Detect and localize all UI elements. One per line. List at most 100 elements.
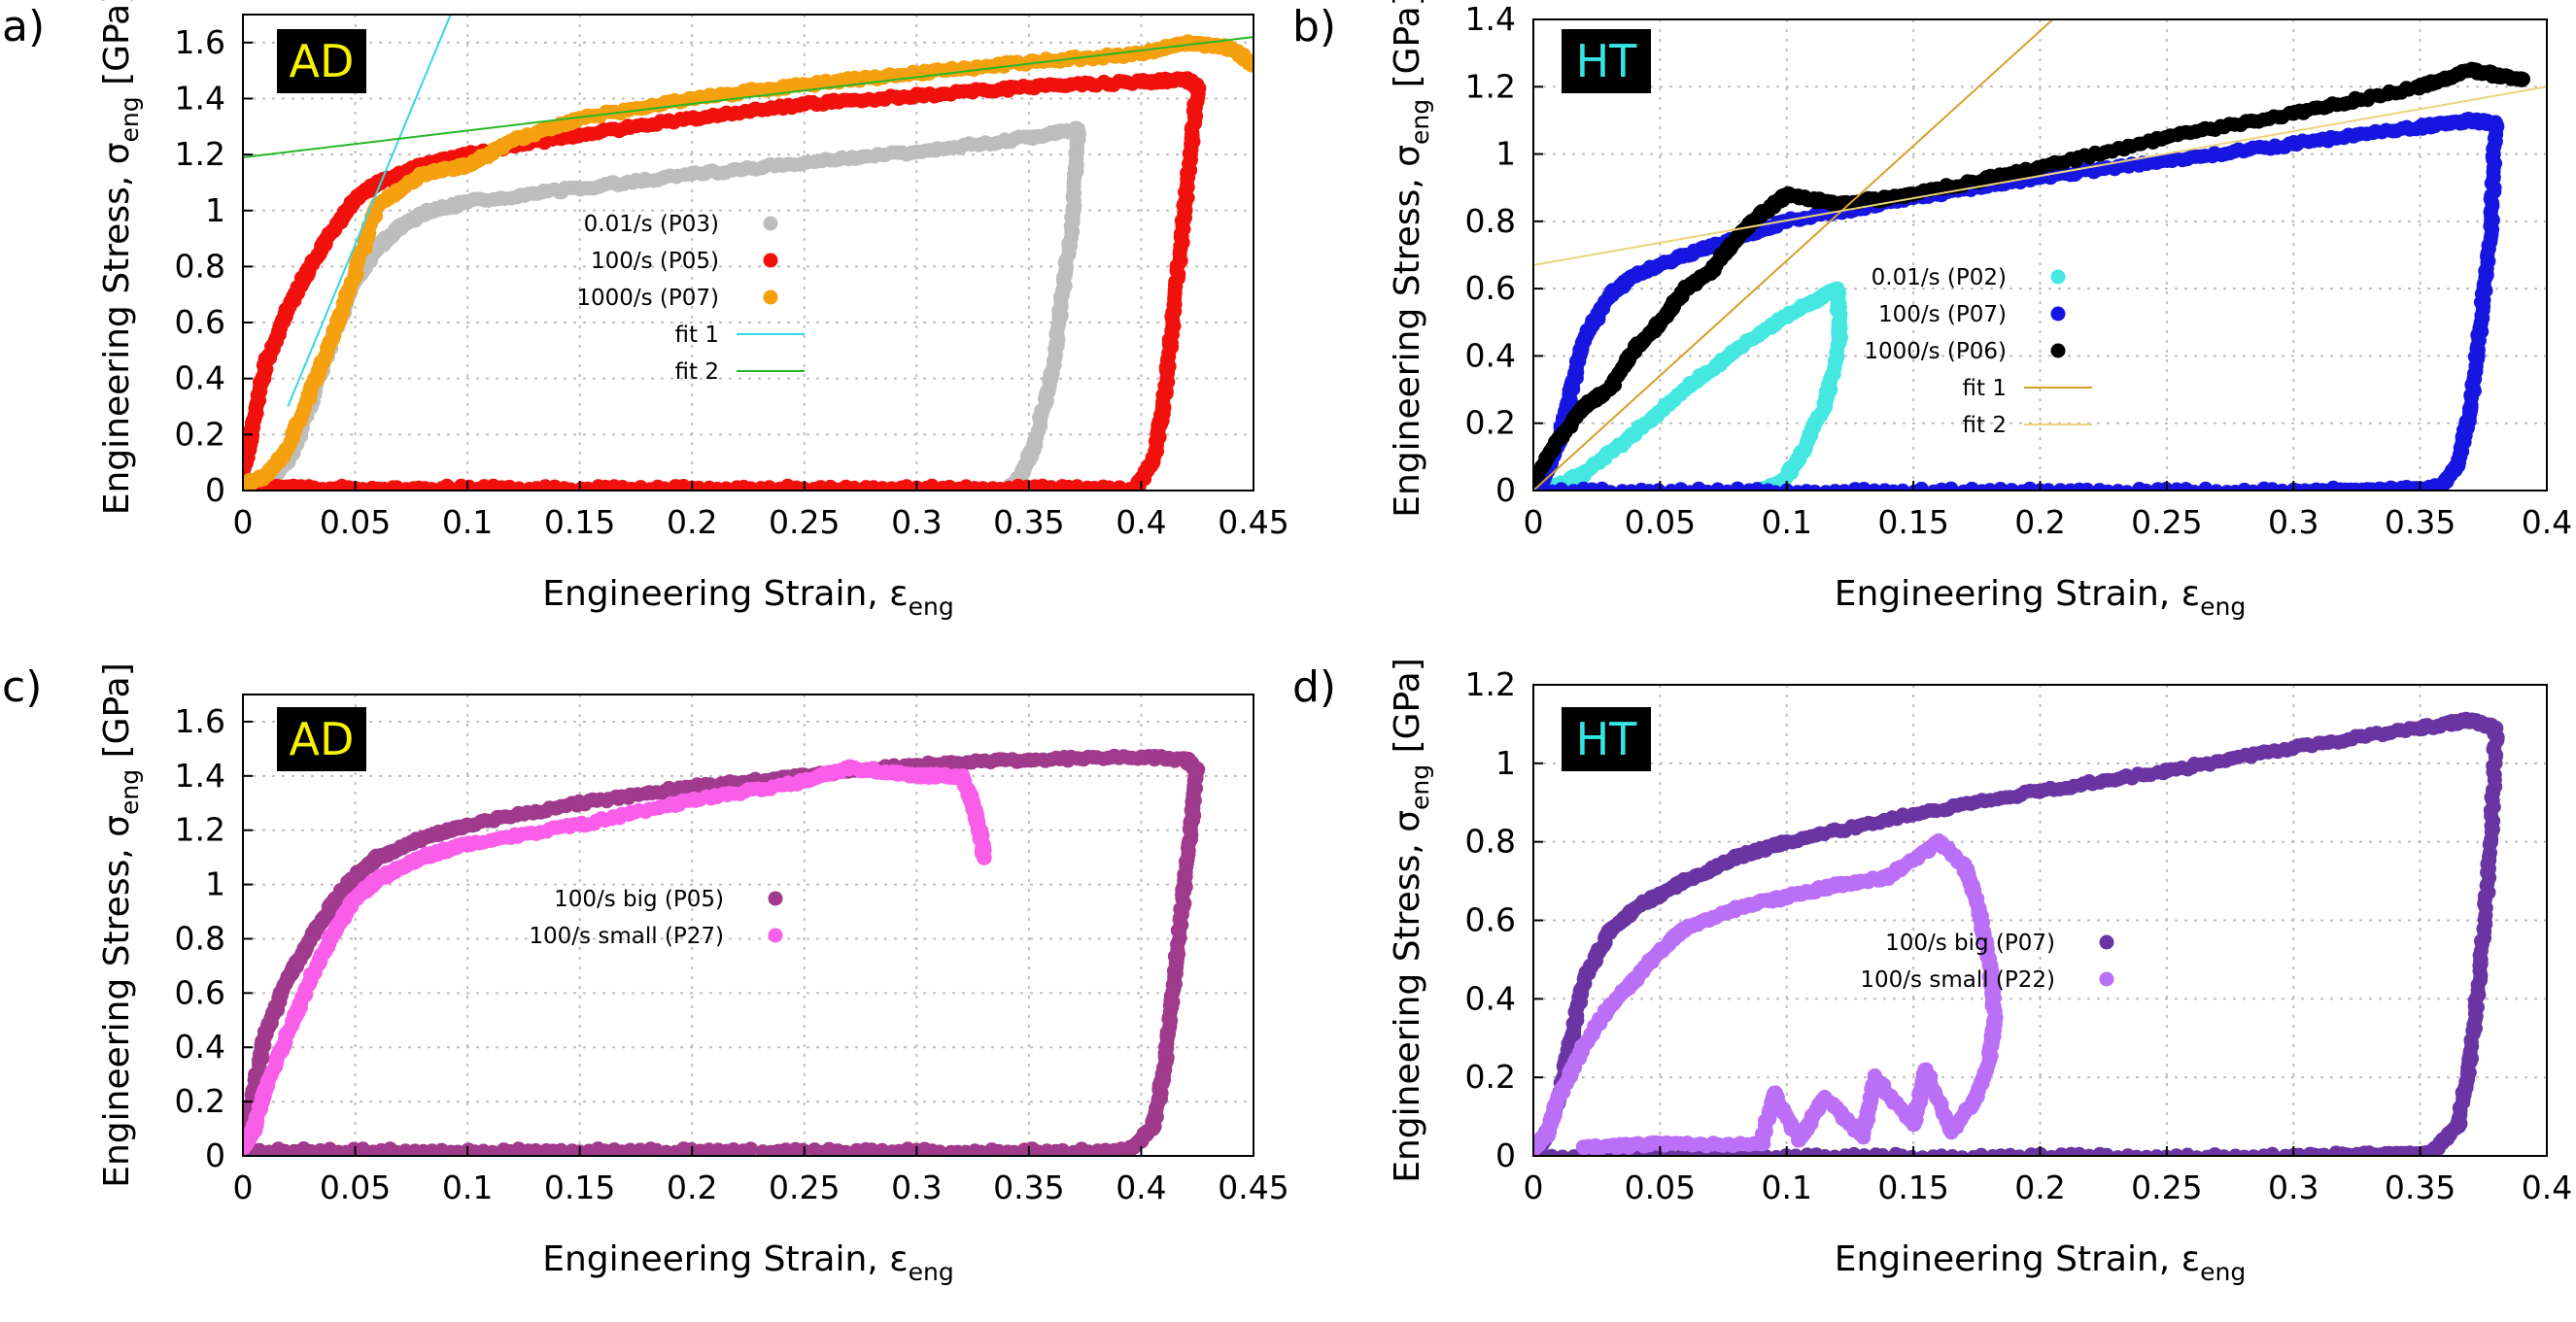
y-tick-label: 0.6 bbox=[175, 973, 225, 1011]
data-point bbox=[247, 413, 261, 427]
data-point bbox=[1703, 264, 1718, 279]
y-tick-label: 0.8 bbox=[1465, 202, 1516, 240]
data-point bbox=[2474, 315, 2489, 329]
y-tick-label: 1 bbox=[1495, 135, 1516, 173]
data-point bbox=[370, 872, 385, 887]
x-tick-label: 0.25 bbox=[769, 503, 840, 541]
y-tick-label: 0.6 bbox=[1465, 269, 1516, 307]
data-point bbox=[1577, 399, 1592, 414]
data-point bbox=[461, 158, 475, 173]
data-point bbox=[348, 192, 362, 207]
legend: 100/s big (P05)100/s small (P27) bbox=[529, 887, 782, 949]
x-tick-label: 0.3 bbox=[891, 1169, 942, 1206]
y-tick-label: 0.4 bbox=[175, 359, 225, 397]
data-point bbox=[303, 972, 318, 987]
y-tick-label: 0.4 bbox=[175, 1028, 225, 1066]
data-point bbox=[1134, 750, 1149, 764]
data-point bbox=[415, 831, 429, 846]
x-tick-label: 0 bbox=[233, 503, 254, 541]
data-point bbox=[1165, 316, 1180, 330]
y-axis-title: Engineering Stress, σeng [GPa] bbox=[97, 662, 144, 1188]
data-point bbox=[1729, 231, 1743, 246]
x-tick-label: 0.45 bbox=[1218, 503, 1288, 541]
data-point bbox=[572, 818, 587, 832]
data-point bbox=[1833, 332, 1847, 347]
data-point bbox=[281, 972, 295, 987]
x-tick-label: 0.05 bbox=[320, 503, 391, 541]
legend-label: 1000/s (P07) bbox=[576, 286, 719, 311]
data-point bbox=[415, 850, 429, 864]
y-tick-label: 0.2 bbox=[175, 1082, 225, 1120]
data-point bbox=[1071, 122, 1085, 137]
data-point bbox=[572, 127, 587, 142]
data-point bbox=[1653, 315, 1667, 329]
y-tick-label: 0 bbox=[1495, 471, 1516, 509]
data-point bbox=[348, 265, 362, 280]
y-tick-label: 1.2 bbox=[1465, 67, 1516, 105]
y-tick-label: 1.2 bbox=[175, 135, 225, 173]
data-point bbox=[303, 386, 318, 400]
data-point bbox=[461, 195, 475, 210]
x-axis-title: Engineering Strain, εeng bbox=[542, 1239, 954, 1286]
data-point bbox=[1792, 450, 1806, 464]
legend-marker bbox=[2051, 344, 2066, 358]
y-axis-title: Engineering Stress, σeng [GPa] bbox=[97, 0, 144, 515]
plot-area bbox=[234, 15, 1262, 500]
panel-label: c) bbox=[2, 662, 42, 712]
x-tick-label: 0.25 bbox=[769, 1169, 840, 1206]
x-tick-label: 0.4 bbox=[1116, 1169, 1166, 1206]
data-point bbox=[2286, 137, 2301, 152]
x-tick-label: 0.2 bbox=[667, 503, 717, 541]
data-point bbox=[461, 836, 475, 851]
data-point bbox=[910, 768, 924, 783]
x-tick-label: 0.45 bbox=[1218, 1169, 1288, 1206]
legend-label: 0.01/s (P02) bbox=[1872, 265, 2007, 290]
data-point bbox=[2286, 107, 2301, 121]
y-tick-label: 0.2 bbox=[1465, 404, 1516, 442]
x-tick-label: 0.15 bbox=[544, 503, 615, 541]
legend-marker bbox=[2051, 307, 2066, 322]
legend-label: 100/s big (P05) bbox=[554, 887, 724, 912]
data-point bbox=[348, 869, 362, 884]
data-point bbox=[1021, 753, 1036, 767]
data-point bbox=[1956, 485, 1971, 499]
data-point bbox=[685, 167, 700, 182]
legend-label: fit 1 bbox=[675, 322, 719, 348]
data-point bbox=[1926, 485, 1941, 499]
data-point bbox=[1184, 148, 1198, 162]
x-tick-label: 0 bbox=[1524, 503, 1544, 541]
y-tick-label: 0 bbox=[205, 471, 225, 509]
data-point bbox=[1184, 823, 1198, 837]
x-axis-title: Engineering Strain, εeng bbox=[1835, 574, 2247, 621]
data-point bbox=[954, 768, 969, 783]
data-point bbox=[326, 222, 340, 237]
data-point bbox=[326, 897, 340, 911]
data-point bbox=[1729, 342, 1743, 356]
series-fit 2 bbox=[243, 37, 1254, 157]
x-tick-label: 0.35 bbox=[993, 503, 1064, 541]
legend-marker bbox=[769, 892, 783, 906]
data-point bbox=[1175, 231, 1189, 246]
data-point bbox=[797, 155, 811, 170]
x-tick-label: 0.15 bbox=[544, 1169, 615, 1206]
legend-label: 1000/s (P06) bbox=[1864, 339, 2007, 364]
legend-label: fit 1 bbox=[1963, 376, 2007, 401]
y-tick-label: 1.2 bbox=[175, 811, 225, 849]
y-axis-title: Engineering Stress, σeng [GPa] bbox=[1388, 0, 1434, 518]
x-tick-label: 0.3 bbox=[891, 503, 942, 541]
data-point bbox=[1577, 466, 1592, 481]
data-point bbox=[348, 891, 362, 905]
data-point bbox=[1564, 383, 1579, 397]
sample-tag: AD bbox=[277, 29, 366, 93]
y-tick-label: 1.4 bbox=[175, 757, 225, 795]
data-point bbox=[1819, 485, 1834, 499]
data-point bbox=[281, 441, 295, 456]
series-100/s big (P05) bbox=[234, 749, 1206, 1160]
data-point bbox=[797, 774, 811, 789]
data-point bbox=[1134, 75, 1149, 89]
x-tick-label: 0.25 bbox=[2131, 503, 2202, 541]
plot-area bbox=[1525, 19, 2547, 499]
data-point bbox=[1628, 268, 1642, 283]
